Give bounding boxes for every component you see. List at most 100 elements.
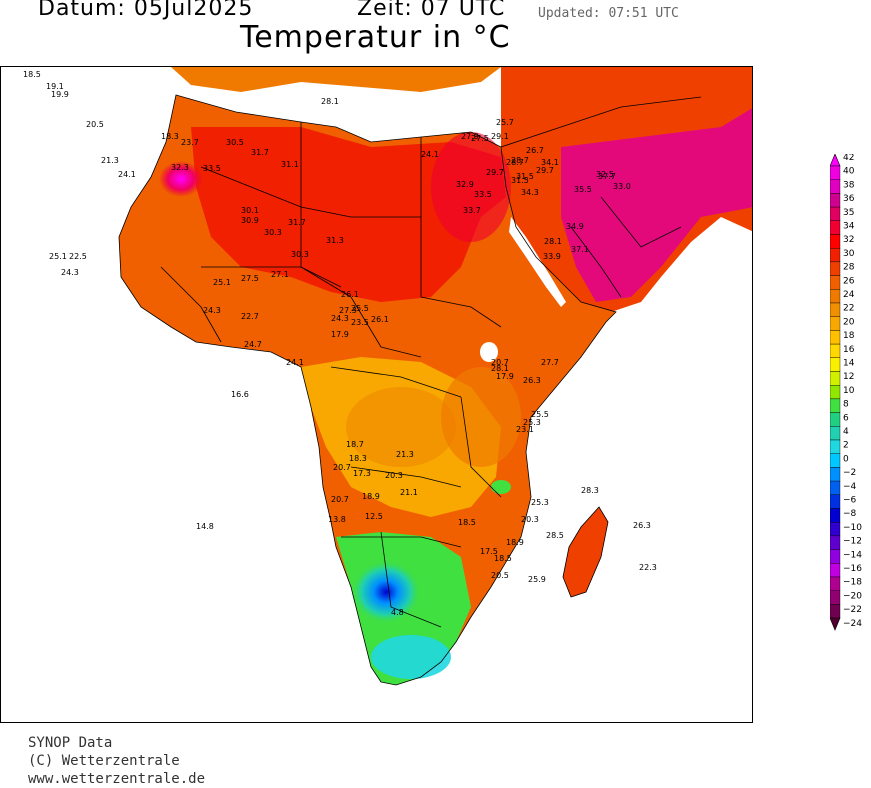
map-title: Temperatur in °C xyxy=(240,20,511,55)
station-value: 22.3 xyxy=(639,563,657,572)
mauritania-hotspot xyxy=(159,161,203,197)
colorbar-label: 8 xyxy=(843,400,849,410)
colorbar-cell xyxy=(830,165,841,180)
colorbar-label: −24 xyxy=(843,619,862,629)
station-value: 18.9 xyxy=(362,492,380,501)
colorbar-cells xyxy=(830,154,841,631)
station-value: 30.3 xyxy=(291,250,309,259)
temperature-map[interactable]: 18.5 19.1 19.9 20.5 18.3 23.7 21.3 24.1 32.3 25.1… xyxy=(0,66,753,723)
station-value: 24.3 xyxy=(61,268,79,277)
colorbar-label: −6 xyxy=(843,496,857,506)
station-value: 37.7 xyxy=(598,172,616,181)
station-value: 37.1 xyxy=(571,245,589,254)
station-value: 17.9 xyxy=(331,330,349,339)
station-value: 20.7 xyxy=(491,358,509,367)
colorbar-labels: 4240383635343230282624222018161412108642… xyxy=(843,154,862,629)
station-value: 26.1 xyxy=(371,315,389,324)
colorbar-cell xyxy=(830,467,841,482)
colorbar-label: 38 xyxy=(843,180,855,190)
station-value: 31.5 xyxy=(511,176,529,185)
colorbar-cell xyxy=(830,330,841,345)
station-value: 31.5 xyxy=(516,172,534,181)
station-value: 28.5 xyxy=(546,531,564,540)
colorbar-label: −20 xyxy=(843,591,862,601)
colorbar-label: −16 xyxy=(843,564,862,574)
station-value: 30.9 xyxy=(241,216,259,225)
country-borders xyxy=(118,94,702,686)
colorbar-cell xyxy=(830,234,841,249)
colorbar-label: 40 xyxy=(843,167,855,177)
colorbar-bottom-arrow xyxy=(830,617,841,631)
colorbar-cell xyxy=(830,289,841,304)
colorbar-label: 30 xyxy=(843,249,855,259)
east-africa-warm xyxy=(441,367,521,467)
colorbar-label: −18 xyxy=(843,578,862,588)
station-value: 21.1 xyxy=(400,488,418,497)
time-label: Zeit: 07 UTC xyxy=(357,0,506,21)
station-value: 17.3 xyxy=(353,469,371,478)
station-value: 29.7 xyxy=(486,168,504,177)
colorbar-cell xyxy=(830,412,841,427)
station-value: 31.3 xyxy=(326,236,344,245)
colorbar-cell xyxy=(830,371,841,386)
lake-victoria xyxy=(480,342,498,362)
station-value: 20.5 xyxy=(86,120,104,129)
station-value: 18.5 xyxy=(458,518,476,527)
colorbar-cell xyxy=(830,453,841,468)
sahara-hot xyxy=(191,127,506,302)
colorbar-cell xyxy=(830,398,841,413)
colorbar-cell xyxy=(830,508,841,523)
station-value: 18.3 xyxy=(349,454,367,463)
station-value: 20.3 xyxy=(521,515,539,524)
colorbar-cell xyxy=(830,494,841,509)
station-value: 18.7 xyxy=(346,440,364,449)
station-value: 31.7 xyxy=(251,148,269,157)
station-value: 32.9 xyxy=(456,180,474,189)
colorbar-label: −14 xyxy=(843,550,862,560)
station-value: 20.5 xyxy=(491,571,509,580)
kalahari-cold xyxy=(351,560,421,624)
colorbar-label: 36 xyxy=(843,194,855,204)
station-value: 21.3 xyxy=(101,156,119,165)
credit-url: www.wetterzentrale.de xyxy=(28,771,206,787)
colorbar-cell xyxy=(830,522,841,537)
station-value: 14.8 xyxy=(196,522,214,531)
colorbar-cell xyxy=(830,439,841,454)
station-value: 25.5 xyxy=(351,304,369,313)
station-value: 17.5 xyxy=(480,547,498,556)
station-value: 32.5 xyxy=(596,170,614,179)
station-value: 24.1 xyxy=(286,358,304,367)
colorbar-label: 35 xyxy=(843,208,854,218)
station-value: 30.5 xyxy=(226,138,244,147)
station-value: 25.1 xyxy=(213,278,231,287)
colorbar-cell xyxy=(830,343,841,359)
station-value: 18.5 xyxy=(494,554,512,563)
station-value: 18.5 xyxy=(23,70,41,79)
station-value: 24.1 xyxy=(421,150,439,159)
zambia-green xyxy=(491,480,511,494)
colorbar-label: 24 xyxy=(843,290,855,300)
colorbar-cell xyxy=(830,302,841,317)
station-value: 25.5 xyxy=(531,410,549,419)
station-value: 27.3 xyxy=(339,306,357,315)
colorbar-label: −8 xyxy=(843,509,857,519)
station-value: 28.1 xyxy=(544,237,562,246)
colorbar-label: 2 xyxy=(843,441,849,451)
colorbar-cell xyxy=(830,206,841,221)
station-value: 20.7 xyxy=(333,463,351,472)
station-value: 22.5 xyxy=(69,252,87,261)
colorbar-top-arrow xyxy=(830,154,841,167)
station-value: 19.9 xyxy=(51,90,69,99)
colorbar-label: −10 xyxy=(843,523,862,533)
station-value: 17.9 xyxy=(496,372,514,381)
congo-basin xyxy=(346,387,456,467)
station-value: 31.7 xyxy=(288,218,306,227)
africa-map-svg: 18.519.119.920.518.323.721.324.132.325.1… xyxy=(23,67,752,686)
station-value: 4.8 xyxy=(391,608,404,617)
station-value: 24.1 xyxy=(118,170,136,179)
colorbar-cell xyxy=(830,247,841,263)
station-value: 28.1 xyxy=(321,97,339,106)
station-value: 13.8 xyxy=(328,515,346,524)
colorbar-label: 16 xyxy=(843,345,855,355)
colorbar-label: −12 xyxy=(843,537,862,547)
